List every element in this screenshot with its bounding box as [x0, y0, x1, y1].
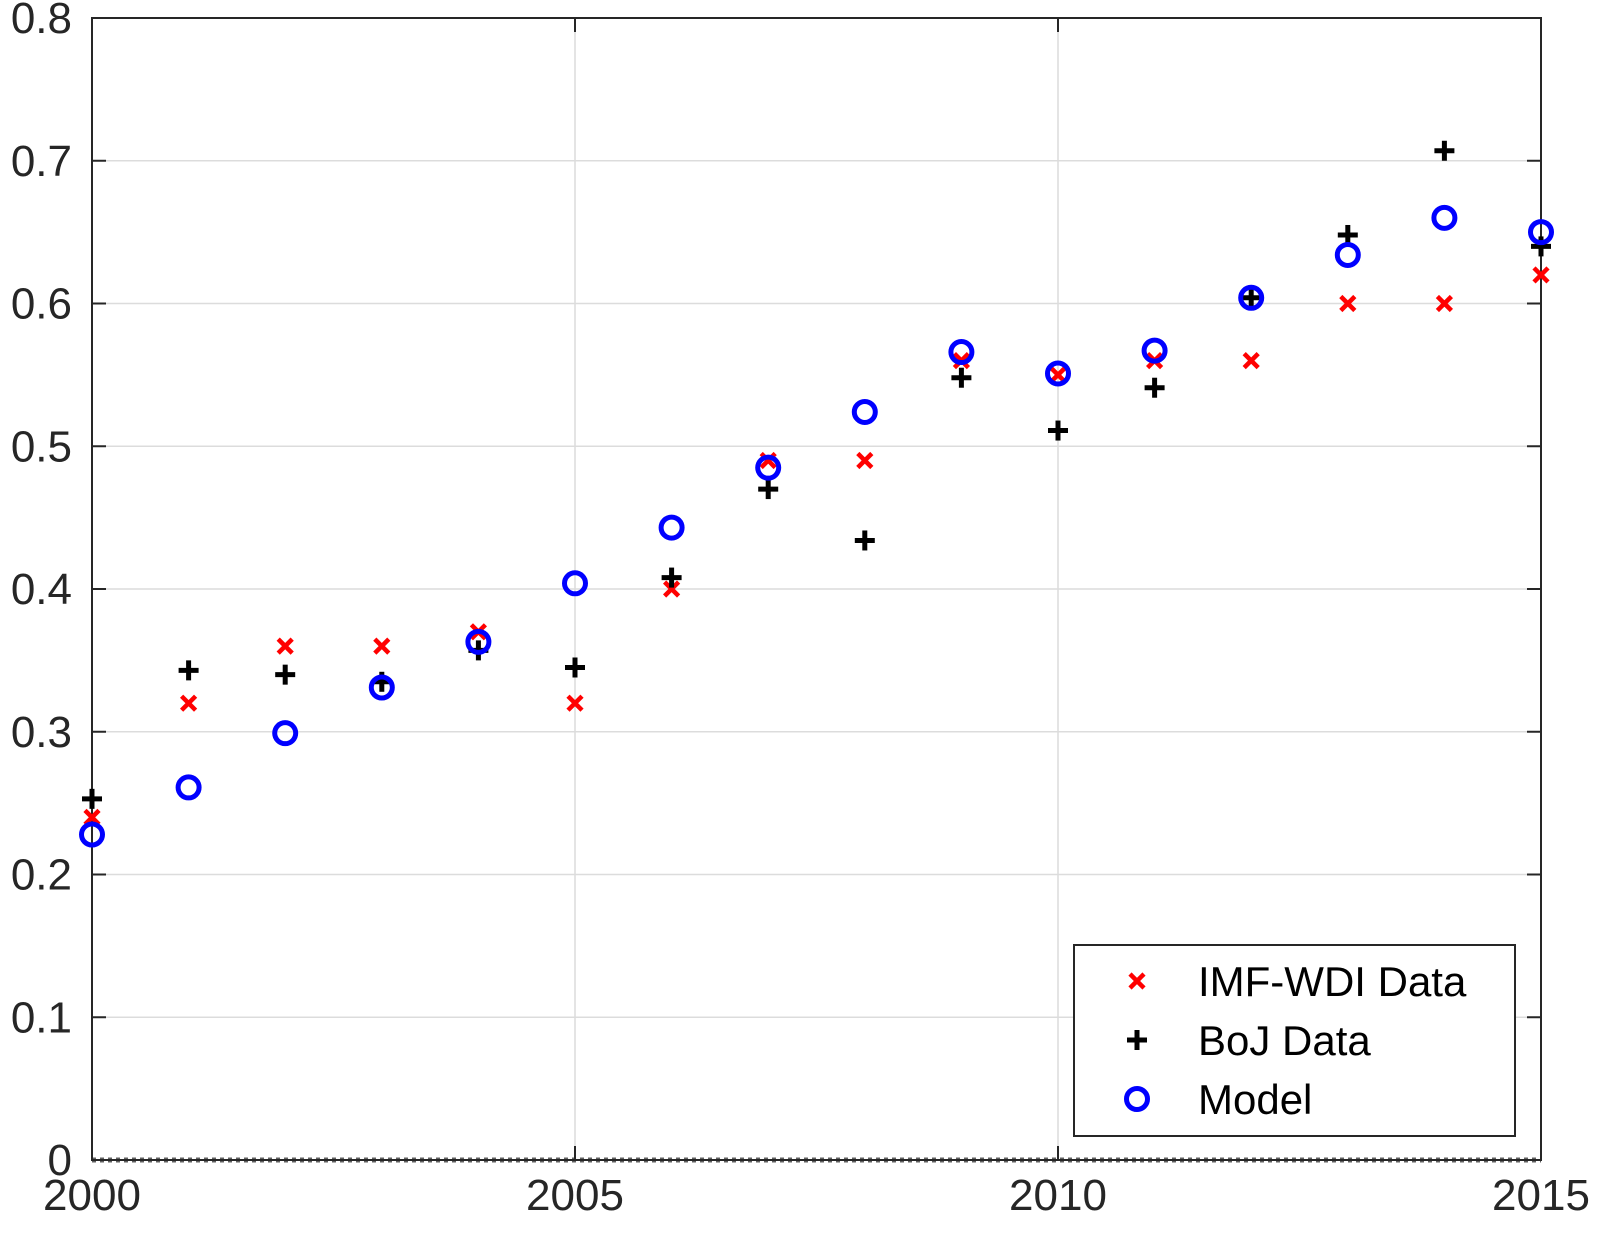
circle-point	[465, 628, 492, 655]
circle-point	[562, 570, 588, 597]
plus-point	[82, 788, 102, 809]
circle-point	[1141, 337, 1168, 364]
circle-point	[755, 454, 782, 481]
circle-point	[79, 821, 105, 848]
x-point	[1242, 352, 1260, 370]
plus-point	[178, 660, 199, 681]
tick-labels: 2000 2005 2010 2015 0 0.1 0.2 0.3 0.4 0.5 0.6 0.7 0.…	[11, 0, 1590, 1220]
legend-label: BoJ Data	[1198, 1017, 1371, 1064]
x-point-stroke	[1435, 294, 1453, 313]
plus-point	[1144, 377, 1165, 398]
y-tick-label: 0.6	[11, 280, 72, 329]
x-point	[856, 451, 874, 470]
y-tick-label: 0.3	[11, 708, 72, 757]
plus-point	[1434, 140, 1455, 161]
plus-point	[951, 367, 972, 388]
x-tick-label: 2015	[1492, 1171, 1590, 1220]
x-tick-label: 2005	[526, 1171, 624, 1220]
plus-point	[1241, 287, 1262, 308]
circle-point	[658, 514, 685, 541]
plus-point	[565, 657, 585, 678]
legend-marker-stroke	[1128, 972, 1146, 990]
y-tick-label: 0.2	[11, 851, 72, 900]
circle-point	[272, 720, 299, 747]
circle-point	[851, 398, 878, 425]
x-tick-label: 2000	[43, 1171, 141, 1220]
plus-point	[1048, 420, 1068, 441]
x-point-stroke	[180, 694, 198, 712]
legend: IMF-WDI Data BoJ Data Model	[1073, 944, 1516, 1137]
x-point	[566, 694, 584, 712]
plus-point	[758, 479, 779, 500]
x-point-stroke	[1049, 366, 1067, 384]
legend-label: IMF-WDI Data	[1198, 958, 1467, 1005]
x-point-stroke	[856, 451, 874, 470]
circle-point	[1045, 360, 1071, 387]
y-tick-label: 0.5	[11, 422, 72, 471]
circle-point	[1238, 284, 1265, 311]
y-tick-label: 0.8	[11, 0, 72, 43]
x-point-stroke	[83, 808, 101, 826]
series-2	[79, 204, 1554, 848]
circle-point	[1431, 204, 1458, 231]
circle-point	[948, 339, 975, 366]
circle-point	[175, 774, 202, 801]
plus-point	[854, 530, 875, 551]
x-point	[180, 694, 198, 712]
legend-marker	[1124, 1086, 1150, 1112]
series-1	[82, 140, 1551, 809]
plus-point	[275, 664, 296, 685]
circle-point	[1528, 219, 1554, 246]
x-point-stroke	[276, 637, 294, 655]
x-point	[1339, 294, 1357, 313]
x-point-stroke	[1532, 266, 1550, 284]
legend-marker	[1127, 1030, 1147, 1050]
x-point	[83, 808, 101, 826]
plus-point	[1337, 224, 1358, 245]
y-tick-label: 0.1	[11, 993, 72, 1042]
x-point-stroke	[566, 694, 584, 712]
plus-point	[661, 567, 682, 588]
y-tick-label: 0.7	[11, 137, 72, 186]
x-point-stroke	[663, 580, 681, 598]
circle-point	[1334, 241, 1361, 268]
x-point	[276, 637, 294, 655]
y-tick-label: 0	[48, 1136, 72, 1185]
legend-label: Model	[1198, 1076, 1312, 1123]
axis-ticks	[91, 17, 1542, 1161]
x-point-stroke	[373, 637, 391, 655]
x-point	[373, 637, 391, 655]
y-tick-label: 0.4	[11, 565, 72, 614]
x-tick-label: 2010	[1009, 1171, 1107, 1220]
plus-point	[1531, 236, 1551, 257]
x-point	[1049, 366, 1067, 384]
legend-marker	[1128, 972, 1146, 990]
x-point	[1532, 266, 1550, 284]
series-0	[83, 266, 1550, 826]
x-point-stroke	[1339, 294, 1357, 313]
circle-point	[368, 674, 395, 701]
x-point-stroke	[1242, 352, 1260, 370]
x-point	[1435, 294, 1453, 313]
data-points	[79, 140, 1554, 848]
x-point	[663, 580, 681, 598]
